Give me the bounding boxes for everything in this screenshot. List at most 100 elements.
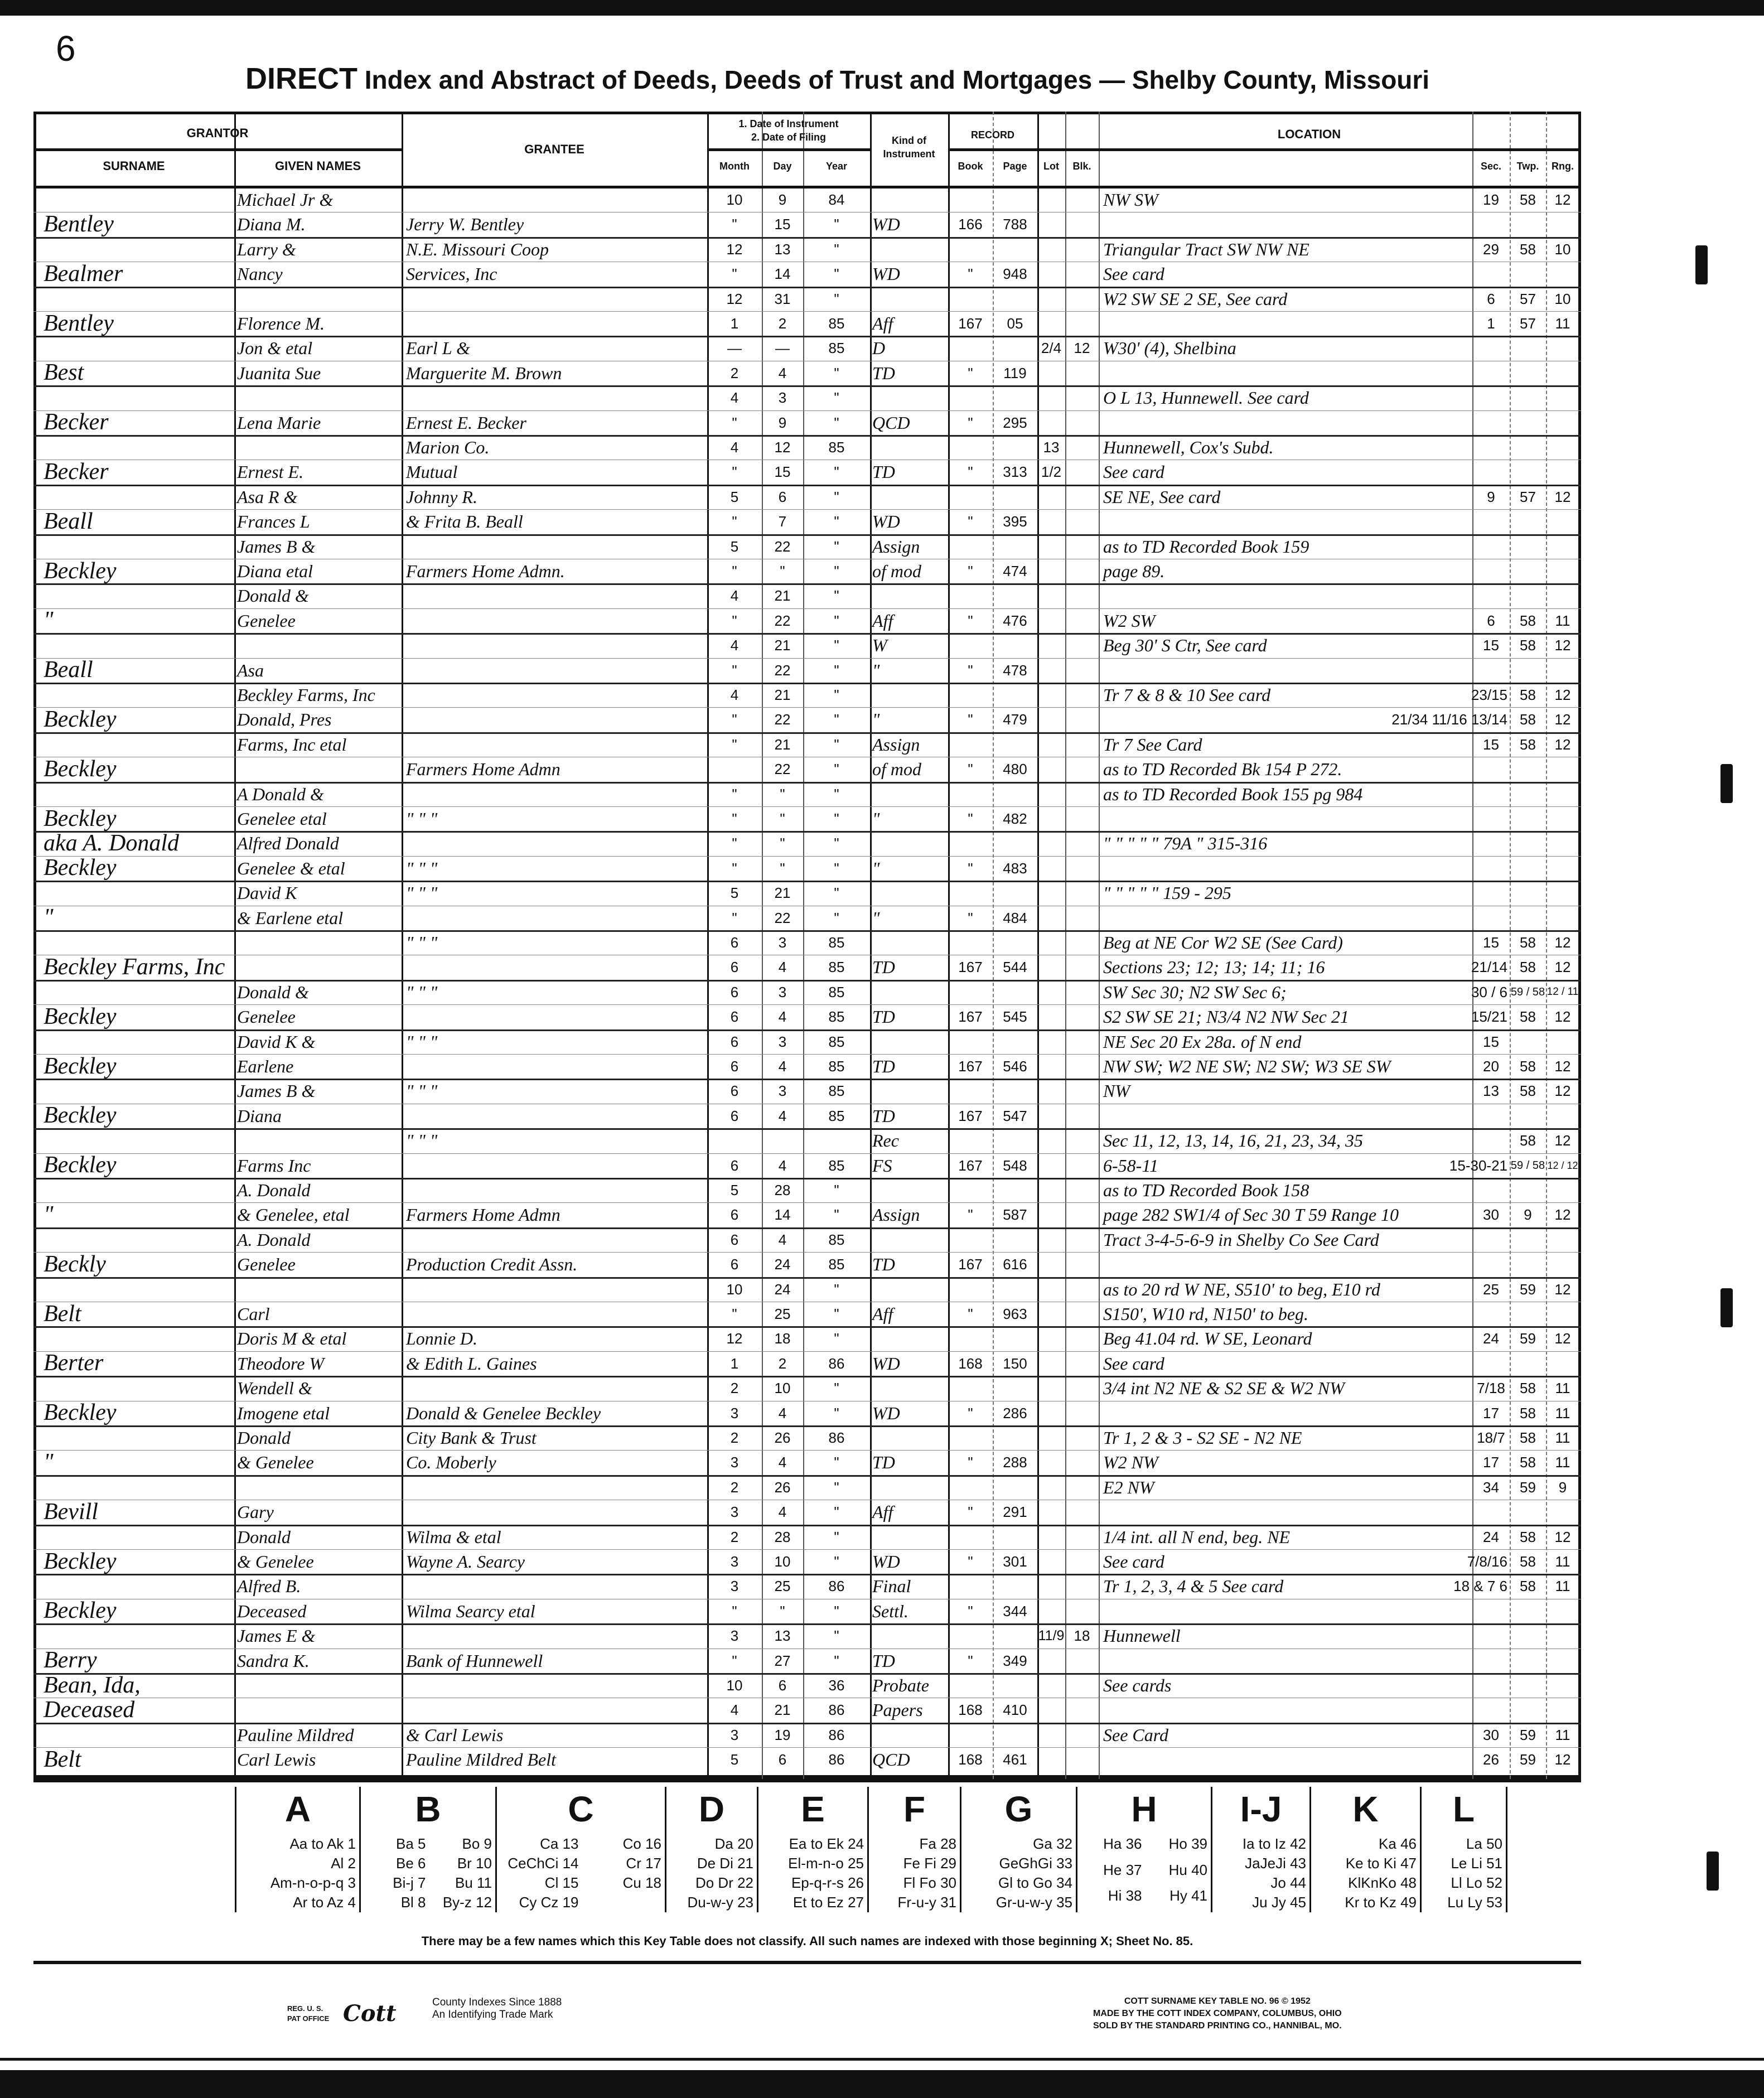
kind-cell: FS <box>872 1155 892 1176</box>
blk-cell <box>1065 930 1099 955</box>
location-cell: W30' (4), Shelbina <box>1103 338 1236 359</box>
year-cell: 86 <box>828 1355 845 1372</box>
year-cell: 85 <box>828 1058 845 1075</box>
blk-cell <box>1065 1202 1099 1227</box>
blk-cell <box>1065 1302 1099 1326</box>
row-rule <box>33 336 1581 338</box>
header-surname: SURNAME <box>103 159 165 173</box>
header-page: Page <box>1003 161 1027 172</box>
lot-cell <box>1037 881 1065 905</box>
location-cell: Tr 1, 2 & 3 - S2 SE - N2 NE <box>1103 1428 1302 1448</box>
row-rule <box>33 1722 1581 1724</box>
rng-cell <box>1546 1104 1579 1128</box>
kind-cell: WD <box>872 1403 900 1423</box>
blk-cell <box>1065 287 1099 311</box>
row-rule <box>33 707 1581 708</box>
lot-cell <box>1037 212 1065 236</box>
grantor-surname: Beckley <box>44 707 117 732</box>
lot-cell <box>1037 237 1065 262</box>
kind-cell: Settl. <box>872 1601 908 1621</box>
day-cell: 4 <box>778 364 787 381</box>
location-cell: as to TD Recorded Book 158 <box>1103 1180 1309 1200</box>
rng-cell <box>1546 1302 1579 1326</box>
day-cell: 7 <box>778 513 787 530</box>
given-cell: Michael Jr & <box>237 190 334 210</box>
sec-cell <box>1472 1128 1510 1153</box>
cott-signature-logo: Cott <box>343 2000 397 2027</box>
book-cell <box>948 782 993 806</box>
rng-cell <box>1546 1178 1579 1202</box>
day-cell: 28 <box>774 1182 791 1198</box>
blk-cell <box>1065 212 1099 236</box>
month-cell: 3 <box>730 1553 739 1570</box>
column-divider <box>993 112 994 1779</box>
year-cell: 85 <box>828 1107 845 1124</box>
book-cell: 167 <box>958 959 983 976</box>
twp-cell <box>1510 1500 1546 1524</box>
day-cell: 13 <box>774 1627 791 1645</box>
kind-cell <box>872 187 947 212</box>
blk-cell <box>1065 509 1099 534</box>
given-cell: A. Donald <box>237 1180 311 1200</box>
rng-cell <box>1546 460 1579 484</box>
lot-cell <box>1037 287 1065 311</box>
given-cell <box>237 757 402 781</box>
rng-cell <box>1546 262 1579 286</box>
title-direct: DIRECT <box>245 62 357 95</box>
twp-cell: 58 <box>1520 1454 1536 1471</box>
grantee-cell: Pauline Mildred Belt <box>406 1749 556 1770</box>
rng-cell: 12 <box>1554 637 1571 654</box>
row-rule <box>33 1004 1581 1006</box>
rng-cell <box>1546 1623 1579 1648</box>
page-cell: 474 <box>1003 563 1027 579</box>
location-cell: Beg at NE Cor W2 SE (See Card) <box>1103 932 1343 953</box>
grantee-cell <box>406 1054 704 1079</box>
sec-cell: 17 <box>1483 1404 1499 1422</box>
grantee-cell <box>406 1227 704 1252</box>
day-cell: 2 <box>778 1355 787 1372</box>
year-cell: 86 <box>828 1578 845 1595</box>
kind-cell <box>872 980 947 1004</box>
key-entry: Hy 41 <box>1169 1887 1207 1904</box>
grantee-cell: " " " <box>406 883 438 903</box>
sec-cell <box>1472 782 1510 806</box>
reg-notice: REG. U. S. PAT OFFICE <box>287 2004 329 2024</box>
blk-cell <box>1065 683 1099 707</box>
key-entry: El-m-n-o 25 <box>788 1855 864 1872</box>
key-letter: I-J <box>1240 1789 1282 1829</box>
sec-cell <box>1472 1649 1510 1673</box>
sec-cell <box>1472 212 1510 236</box>
book-cell: " <box>968 761 973 778</box>
key-entry: Fl Fo 30 <box>903 1874 956 1891</box>
row-rule <box>33 236 1581 239</box>
lot-cell: 11/9 <box>1038 1628 1065 1644</box>
sec-cell: 15 <box>1483 637 1499 654</box>
row-rule <box>33 732 1581 734</box>
key-entry: Co 16 <box>622 1835 661 1852</box>
day-cell: 3 <box>778 1082 787 1100</box>
month-cell: 12 <box>726 240 743 258</box>
kind-cell: Final <box>872 1576 911 1597</box>
key-entry: Ba 5 <box>396 1835 426 1852</box>
rng-cell: 12 <box>1554 1132 1571 1149</box>
blk-cell <box>1065 1747 1099 1772</box>
grantee-cell: " " " <box>406 1130 438 1151</box>
grantee-cell <box>406 311 704 336</box>
year-cell: " <box>834 513 839 530</box>
lot-cell: 1/2 <box>1041 463 1062 481</box>
rng-cell <box>1546 509 1579 534</box>
year-cell: 86 <box>828 1726 845 1743</box>
grantee-cell <box>406 782 704 806</box>
rng-cell: 12 / 12 <box>1547 1159 1578 1171</box>
page-cell: 349 <box>1003 1652 1027 1669</box>
lot-cell <box>1037 1252 1065 1277</box>
blk-cell <box>1065 757 1099 781</box>
month-cell: 4 <box>730 389 739 407</box>
blk-cell <box>1065 1401 1099 1425</box>
trademark-line-2: An Identifying Trade Mark <box>432 2009 553 2020</box>
book-cell <box>948 336 993 360</box>
book-cell <box>948 1673 993 1698</box>
kind-cell: Aff <box>872 1502 893 1522</box>
month-cell: 6 <box>730 959 739 976</box>
day-cell: 27 <box>774 1652 791 1669</box>
